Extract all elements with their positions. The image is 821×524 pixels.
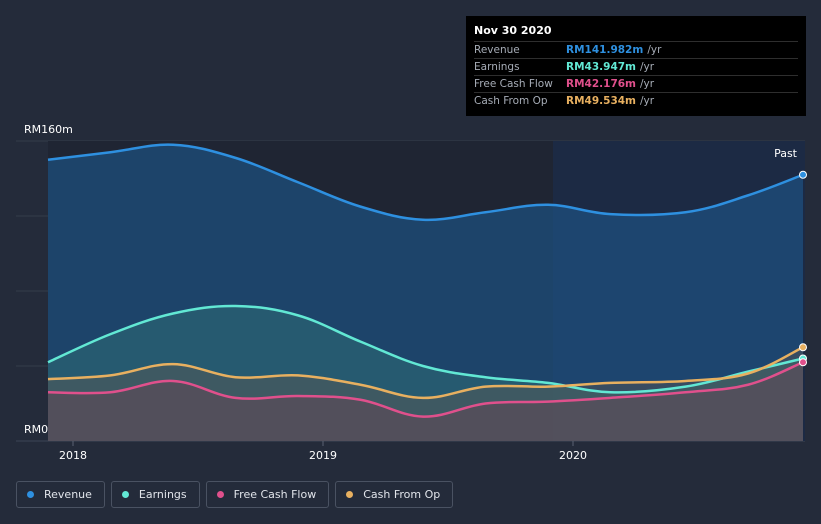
tooltip-row-free-cash-flow: Free Cash Flow RM42.176m /yr (474, 75, 798, 92)
series-end-marker (799, 170, 807, 179)
series-line-revenue (47, 143, 804, 222)
legend-label: Revenue (44, 488, 92, 501)
x-tick-label: 2018 (59, 449, 87, 462)
series-line-earnings (47, 304, 804, 394)
tooltip-label: Revenue (474, 44, 520, 56)
legend-dot-icon (121, 491, 129, 498)
series-area-cash-from-op (48, 347, 803, 441)
legend-item-earnings[interactable]: Earnings (110, 481, 200, 508)
tooltip: Nov 30 2020 Revenue RM141.982m /yr Earni… (466, 16, 806, 116)
legend-dot-icon (346, 491, 354, 498)
series-area-free-cash-flow (48, 362, 803, 441)
y-axis-min-label: RM0 (24, 423, 49, 436)
tooltip-row-revenue: Revenue RM141.982m /yr (474, 41, 798, 58)
tooltip-unit: /yr (647, 44, 662, 56)
series-line-free-cash-flow (47, 361, 804, 418)
legend-item-free-cash-flow[interactable]: Free Cash Flow (205, 481, 330, 508)
x-tick-label: 2020 (559, 449, 587, 462)
series-end-marker (799, 358, 807, 367)
legend-label: Free Cash Flow (233, 488, 317, 501)
tooltip-value: RM42.176m (566, 78, 636, 90)
tooltip-value: RM141.982m (566, 44, 644, 56)
legend: Revenue Earnings Free Cash Flow Cash Fro… (16, 481, 454, 508)
tooltip-label: Cash From Op (474, 95, 548, 107)
legend-label: Cash From Op (363, 488, 441, 501)
series-lines (47, 143, 804, 418)
tooltip-unit: /yr (640, 61, 655, 73)
tooltip-label: Earnings (474, 61, 520, 73)
past-label: Past (774, 147, 798, 160)
tooltip-row-cash-from-op: Cash From Op RM49.534m /yr (474, 92, 798, 109)
x-axis: 2018 2019 2020 (59, 441, 587, 462)
tooltip-unit: /yr (640, 78, 655, 90)
tooltip-value: RM43.947m (566, 61, 636, 73)
x-tick-label: 2019 (309, 449, 337, 462)
legend-dot-icon (27, 491, 34, 498)
series-end-marker (799, 343, 807, 352)
series-end-markers (799, 170, 807, 367)
tooltip-label: Free Cash Flow (474, 78, 553, 90)
tooltip-value: RM49.534m (566, 95, 636, 107)
y-axis-max-label: RM160m (24, 123, 73, 136)
legend-label: Earnings (138, 488, 187, 501)
series-areas (48, 144, 803, 441)
legend-dot-icon (216, 491, 224, 498)
tooltip-unit: /yr (640, 95, 655, 107)
tooltip-row-earnings: Earnings RM43.947m /yr (474, 58, 798, 75)
tooltip-date: Nov 30 2020 (474, 24, 552, 37)
legend-item-revenue[interactable]: Revenue (16, 481, 105, 508)
legend-item-cash-from-op[interactable]: Cash From Op (335, 481, 454, 508)
series-area-earnings (48, 305, 803, 441)
series-line-cash-from-op (47, 346, 804, 400)
